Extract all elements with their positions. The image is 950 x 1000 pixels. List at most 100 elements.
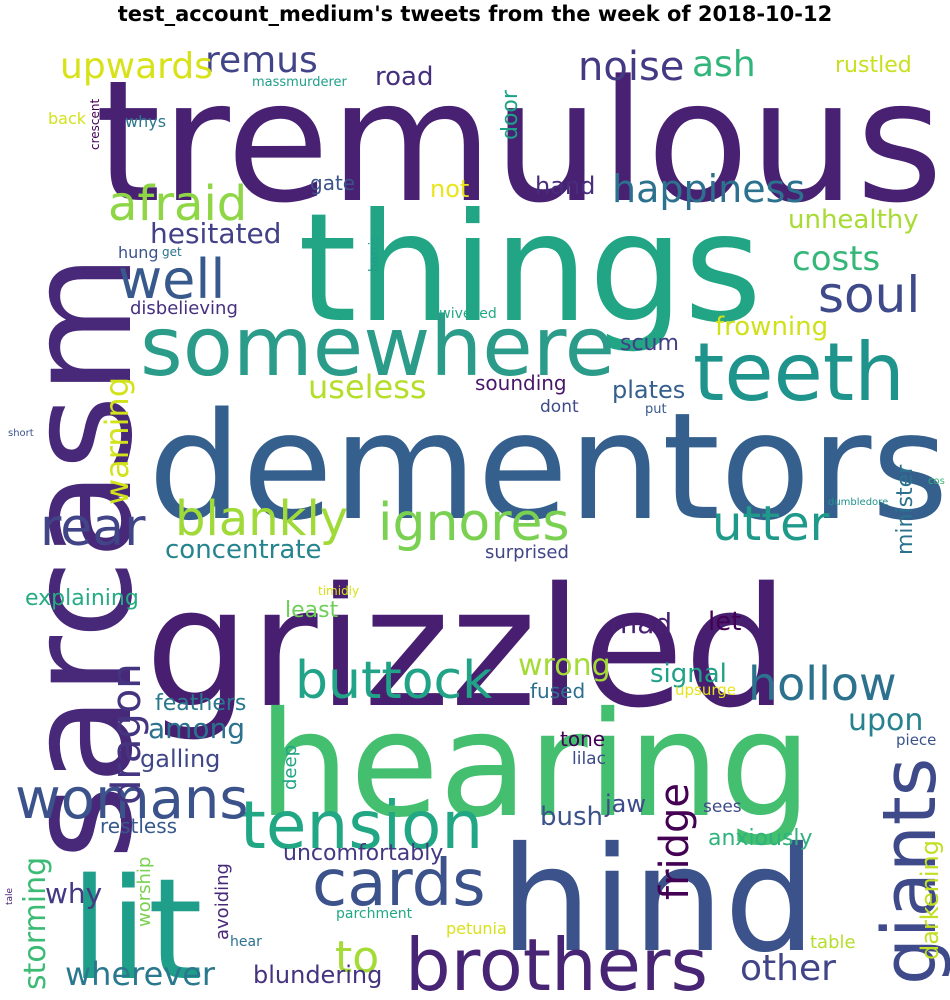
word-ash: ash bbox=[692, 44, 756, 85]
word-upwards: upwards bbox=[60, 46, 213, 87]
word-cards: cards bbox=[312, 847, 486, 921]
word-hearing: hearing bbox=[258, 681, 812, 850]
word-tale: tale bbox=[5, 887, 15, 905]
word-deep: deep bbox=[280, 745, 301, 790]
word-to: to bbox=[335, 932, 379, 983]
word-minister: minister bbox=[893, 464, 918, 555]
word-tone: tone bbox=[560, 727, 605, 751]
word-rear: rear bbox=[40, 498, 146, 558]
word-parchment: parchment bbox=[336, 906, 413, 922]
word-fused: fused bbox=[530, 679, 585, 703]
word-hand: hand bbox=[535, 172, 595, 200]
word-happiness: happiness bbox=[612, 167, 805, 211]
word-soul: soul bbox=[818, 266, 920, 324]
word-blundering: blundering bbox=[253, 961, 382, 989]
word-brothers: brothers bbox=[405, 923, 708, 1000]
word-surprised: surprised bbox=[485, 542, 569, 563]
word-rustled: rustled bbox=[835, 53, 912, 78]
word-massmurderer: massmurderer bbox=[252, 75, 348, 90]
word-lit: lit bbox=[70, 849, 203, 1000]
word-feathers: feathers bbox=[155, 691, 246, 716]
word-well: well bbox=[118, 248, 225, 311]
word-dementors: dementors bbox=[148, 381, 949, 553]
word-tremulously: tremulously bbox=[95, 44, 950, 240]
word-timidly: timidly bbox=[318, 584, 359, 598]
word-giants: giants bbox=[867, 758, 950, 985]
word-womans: womans bbox=[15, 767, 249, 832]
word-bush: bush bbox=[540, 802, 603, 832]
word-avoiding: avoiding bbox=[212, 863, 233, 940]
word-afraid: afraid bbox=[108, 176, 247, 232]
word-useless: useless bbox=[308, 368, 427, 406]
word-tension: tension bbox=[240, 787, 483, 864]
word-least: least bbox=[285, 598, 339, 623]
word-hung: hung bbox=[118, 243, 159, 262]
word-costs: costs bbox=[792, 239, 880, 279]
word-galling: galling bbox=[140, 745, 220, 773]
word-dumbledore: dumbledore bbox=[828, 497, 888, 508]
word-mad: mad bbox=[610, 607, 672, 640]
word-jaw: jaw bbox=[604, 790, 646, 818]
word-signal: signal bbox=[650, 659, 727, 689]
word-get: get bbox=[162, 245, 182, 259]
word-remus: remus bbox=[205, 40, 318, 81]
word-back: back bbox=[48, 109, 87, 128]
word-warning: warning bbox=[98, 377, 136, 505]
word-let: let bbox=[708, 607, 741, 637]
word-anxiously: anxiously bbox=[708, 826, 813, 851]
word-gate: gate bbox=[310, 171, 355, 195]
word-other: other bbox=[740, 948, 836, 989]
word-not: not bbox=[430, 175, 469, 203]
word-harris: harris bbox=[367, 235, 382, 272]
word-frowning: frowning bbox=[715, 312, 828, 342]
word-among: among bbox=[148, 712, 245, 745]
word-things: things bbox=[298, 182, 762, 356]
word-whys: whys bbox=[125, 112, 166, 131]
word-put: put bbox=[645, 402, 667, 417]
word-petunia: petunia bbox=[446, 919, 507, 938]
word-why: why bbox=[45, 877, 102, 910]
word-blankly: blankly bbox=[175, 491, 348, 547]
word-road: road bbox=[375, 62, 433, 92]
word-dragon: dragon bbox=[104, 663, 150, 805]
word-hesitated: hesitated bbox=[150, 217, 281, 250]
word-scum: scum bbox=[620, 331, 679, 356]
word-sarcasm: sarcasm bbox=[0, 254, 165, 860]
word-hind: hind bbox=[500, 816, 816, 985]
word-hear: hear bbox=[230, 934, 262, 950]
word-teeth: teeth bbox=[693, 326, 905, 419]
word-fridge: fridge bbox=[652, 783, 698, 900]
word-explaining: explaining bbox=[25, 586, 139, 611]
word-worship: worship bbox=[134, 857, 155, 927]
word-table: table bbox=[810, 932, 856, 953]
word-upsurge: upsurge bbox=[675, 681, 736, 699]
word-upon: upon bbox=[848, 703, 923, 738]
word-disbelieving: disbelieving bbox=[130, 298, 238, 319]
word-concentrate: concentrate bbox=[165, 535, 321, 565]
word-plates: plates bbox=[612, 376, 685, 404]
word-door: door bbox=[498, 89, 523, 140]
word-grizzled: grizzled bbox=[145, 552, 789, 744]
word-darkening: darkening bbox=[916, 840, 944, 960]
word-uncomfortably: uncomfortably bbox=[283, 841, 443, 866]
word-dont: dont bbox=[540, 397, 579, 417]
word-buttock: buttock bbox=[295, 651, 492, 711]
word-sees: sees bbox=[703, 797, 742, 817]
word-unhealthy: unhealthy bbox=[788, 205, 919, 235]
word-short: short bbox=[8, 428, 34, 439]
word-swivelled: swivelled bbox=[432, 306, 497, 322]
word-noise: noise bbox=[578, 44, 684, 90]
word-lilac: lilac bbox=[572, 749, 606, 769]
word-piece: piece bbox=[896, 731, 936, 749]
word-ignores: ignores bbox=[378, 493, 570, 553]
chart-title: test_account_medium's tweets from the we… bbox=[117, 2, 833, 26]
word-wrong: wrong bbox=[518, 648, 611, 683]
word-wherever: wherever bbox=[65, 955, 216, 993]
word-cos: cos bbox=[928, 476, 945, 487]
word-somewhere: somewhere bbox=[140, 300, 615, 395]
word-crescent: crescent bbox=[88, 99, 102, 150]
word-restless: restless bbox=[100, 814, 177, 838]
word-utter: utter bbox=[712, 496, 830, 552]
word-sounding: sounding bbox=[475, 371, 567, 395]
